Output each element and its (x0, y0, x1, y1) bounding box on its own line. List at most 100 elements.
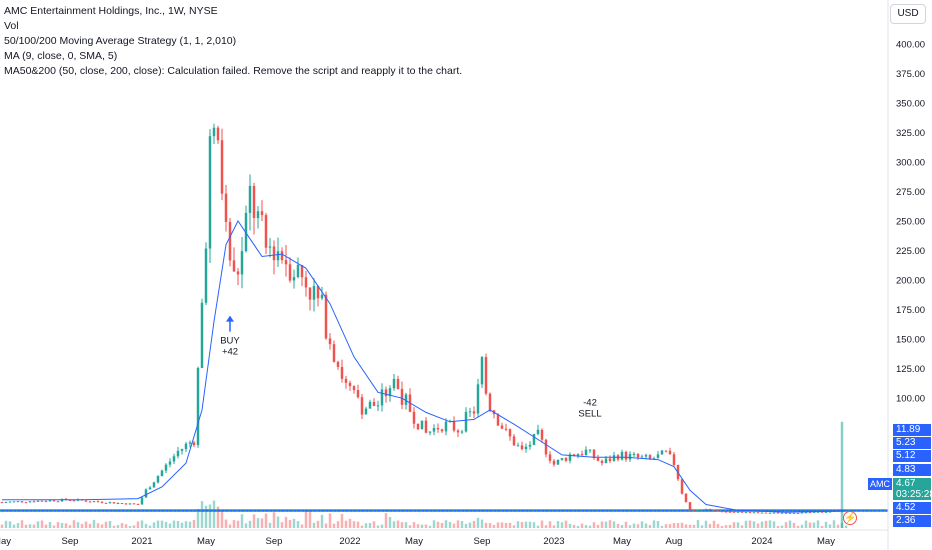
volume-bar (40, 520, 44, 528)
volume-bar (520, 522, 524, 528)
candle-body (280, 251, 284, 261)
candle-body (56, 501, 60, 503)
candle-body (276, 251, 280, 261)
volume-bar (824, 521, 828, 528)
candle-body (212, 127, 216, 137)
volume-bar (244, 523, 248, 528)
candle-body (308, 287, 312, 300)
candle-body (336, 361, 340, 367)
volume-bar (652, 520, 656, 528)
candle-body (428, 431, 432, 433)
time-tick-label: 2023 (543, 536, 564, 547)
candle-body (684, 493, 688, 503)
candle-body (304, 277, 308, 288)
legend-strategy[interactable]: 50/100/200 Moving Average Strategy (1, 1… (4, 35, 237, 47)
candle-body (300, 264, 304, 278)
candle-body (792, 512, 796, 514)
volume-bar (256, 518, 260, 528)
candle-body (192, 442, 196, 446)
candle-body (812, 511, 816, 513)
volume-bar (484, 522, 488, 528)
buy-label: BUY (220, 336, 240, 347)
volume-bar (704, 520, 708, 528)
candle-body (608, 458, 612, 462)
volume-bar (356, 521, 360, 528)
candle-body (468, 411, 472, 413)
volume-bar (72, 520, 76, 528)
currency-button[interactable]: USD (890, 4, 926, 24)
volume-bar (344, 520, 348, 528)
candle-body (556, 459, 560, 465)
volume-bar (384, 513, 388, 528)
volume-bar (632, 523, 636, 528)
volume-bar (304, 511, 308, 528)
candle-body (272, 246, 276, 261)
lightning-circle-icon[interactable]: ⚡ (843, 511, 857, 525)
candle-body (440, 429, 444, 432)
candle-body (12, 501, 16, 503)
volume-bar (540, 520, 544, 528)
time-tick-label: May (817, 536, 835, 547)
candle-body (476, 384, 480, 414)
volume-bar (648, 524, 652, 528)
candle-body (240, 251, 244, 275)
candle-body (800, 512, 804, 514)
volume-bar (792, 522, 796, 528)
candle-body (540, 429, 544, 440)
price-tick-label: 250.00 (896, 217, 925, 228)
candle-body (164, 464, 168, 471)
candle-body (840, 511, 844, 513)
candle-body (196, 367, 200, 446)
candle-body (376, 405, 380, 407)
price-tick-label: 325.00 (896, 128, 925, 139)
volume-bar (360, 525, 364, 528)
volume-bar (428, 525, 432, 528)
volume-bar (616, 523, 620, 528)
candle-body (332, 344, 336, 362)
legend-title[interactable]: AMC Entertainment Holdings, Inc., 1W, NY… (4, 5, 218, 17)
volume-bar (132, 525, 136, 528)
legend-vol[interactable]: Vol (4, 20, 19, 32)
price-axis[interactable]: 400.00 375.00 350.00 325.00 300.00 275.00 250.… (896, 39, 925, 434)
candle-body (500, 425, 504, 429)
candle-body (660, 450, 664, 455)
candle-body (636, 453, 640, 458)
volume-bar (76, 522, 80, 528)
candle-body (560, 458, 564, 460)
price-tag-high: 11.89 (893, 424, 931, 436)
candle-body (128, 503, 132, 505)
time-tick-label: Aug (666, 536, 683, 547)
candle-body (360, 397, 364, 415)
volume-bar (692, 524, 696, 528)
volume-bar (148, 525, 152, 528)
volume-bar (552, 525, 556, 528)
legend-ma[interactable]: MA (9, close, 0, SMA, 5) (4, 50, 118, 62)
candle-body (48, 500, 52, 502)
volume-bar (192, 520, 196, 528)
candle-body (772, 512, 776, 514)
volume-bar (96, 523, 100, 528)
candle-body (8, 501, 12, 503)
candle-body (320, 294, 324, 299)
candle-body (252, 186, 256, 219)
legend-error[interactable]: MA50&200 (50, close, 200, close): Calcul… (4, 65, 463, 77)
candle-body (528, 444, 532, 447)
candle-body (816, 511, 820, 513)
volume-bar (0, 524, 4, 528)
candle-body (248, 186, 252, 213)
candle-body (168, 461, 172, 465)
volume-bar (336, 521, 340, 528)
volume-bar (496, 522, 500, 528)
price-tick-label: 225.00 (896, 246, 925, 257)
volume-bar (188, 521, 192, 528)
candle-body (680, 479, 684, 494)
candle-body (524, 446, 528, 450)
volume-bar (64, 523, 68, 528)
time-axis[interactable]: May Sep 2021 May Sep 2022 May Sep 2023 May Aug 2024… (0, 536, 835, 547)
volume-bar (196, 508, 200, 528)
volume-bar (516, 521, 520, 528)
price-tick-label: 125.00 (896, 364, 925, 375)
volume-bar (12, 524, 16, 528)
candle-body (20, 501, 24, 503)
